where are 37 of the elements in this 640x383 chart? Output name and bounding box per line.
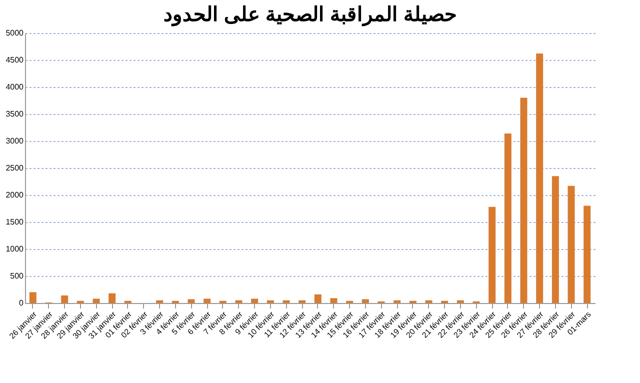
- y-tick-label: 0: [19, 298, 24, 308]
- bar: [314, 294, 322, 303]
- bar: [29, 292, 36, 303]
- y-tick-label: 4000: [6, 82, 24, 92]
- chart-title: حصيلة المراقبة الصحية على الحدود: [163, 4, 457, 27]
- y-tick-label: 500: [10, 272, 24, 280]
- y-tick-label: 2000: [6, 190, 24, 200]
- bar: [456, 300, 464, 303]
- y-tick-label: 2500: [6, 164, 24, 172]
- y-tick-label: 4500: [6, 56, 24, 64]
- bar: [552, 176, 559, 303]
- bar: [108, 293, 116, 303]
- y-tick-label: 5000: [6, 28, 24, 38]
- bar: [156, 300, 164, 303]
- bar: [394, 300, 401, 303]
- bar: [204, 298, 211, 303]
- bar: [520, 98, 528, 303]
- bar: [504, 133, 512, 303]
- bar: [584, 206, 591, 303]
- y-tick-label: 1500: [6, 218, 24, 226]
- y-tick-label: 1000: [6, 244, 24, 254]
- bar: [330, 298, 338, 303]
- bar: [251, 298, 258, 303]
- bar: [362, 299, 369, 303]
- bar: [568, 186, 575, 303]
- bar: [488, 206, 496, 303]
- bar: [282, 300, 290, 303]
- y-tick-label: 3500: [6, 110, 24, 118]
- bar: [61, 295, 68, 303]
- bar: [266, 300, 274, 303]
- bar: [188, 299, 195, 303]
- bar: [235, 300, 242, 303]
- y-tick-label: 3000: [6, 136, 24, 146]
- bar: [92, 298, 100, 303]
- bar: [536, 54, 544, 303]
- bar: [298, 300, 306, 303]
- bar: [425, 300, 432, 303]
